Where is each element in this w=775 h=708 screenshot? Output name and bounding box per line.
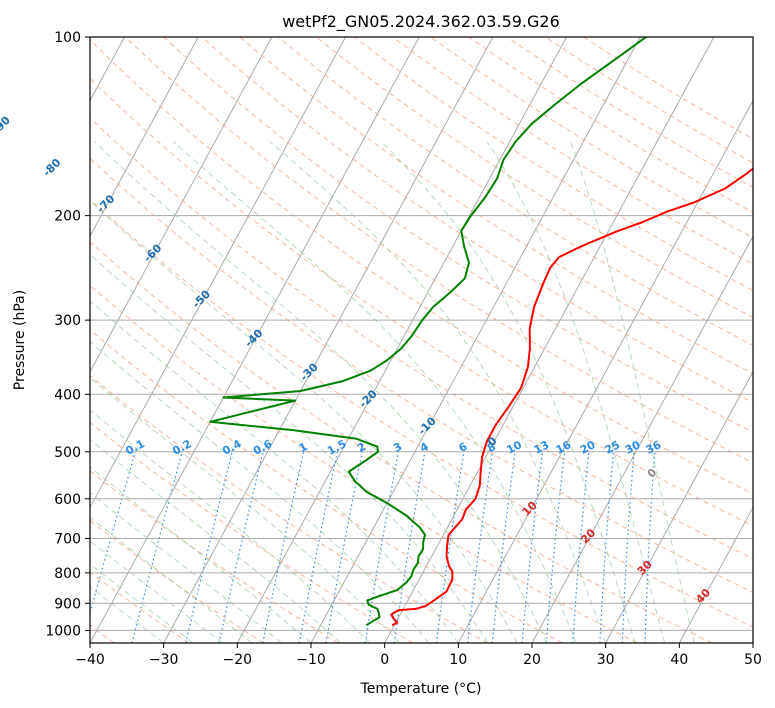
mixing-ratio-line: [599, 451, 615, 643]
mixing-ratio-label: 36: [644, 438, 664, 457]
x-tick-label: −10: [296, 652, 326, 668]
mixing-ratio-line: [298, 451, 338, 643]
mixing-ratio-line: [491, 451, 516, 643]
y-axis-ticks: 100 200 300 400 500 600 700 800 900 1000: [45, 30, 90, 639]
x-tick-label: 40: [670, 652, 688, 668]
y-tick-label: 400: [54, 387, 81, 403]
isotherm-line: [678, 506, 753, 643]
mixing-ratio-line: [435, 451, 465, 643]
mixing-ratio-line: [466, 451, 493, 643]
y-tick-label: 700: [54, 532, 81, 548]
y-tick-label: 1000: [45, 623, 81, 639]
isotherm-line: [310, 37, 641, 643]
isotherm-line: [90, 37, 199, 238]
dry-adiabat-line: [125, 37, 753, 464]
x-tick-label: 20: [523, 652, 541, 668]
dry-adiabat-line: [201, 37, 753, 404]
isotherm-line: [90, 37, 346, 509]
dry-adiabat-line: [90, 117, 753, 560]
isotherm-line: [531, 235, 753, 643]
y-tick-label: 900: [54, 596, 81, 612]
mixing-ratio-line: [572, 451, 590, 643]
plot-frame: [89, 36, 754, 644]
y-axis-label: Pressure (hPa): [12, 290, 28, 390]
mixing-ratio-label: 10: [504, 438, 524, 457]
dry-adiabat-line: [90, 374, 488, 643]
mixing-ratio-line: [90, 451, 136, 616]
mixing-ratio-line: [393, 451, 426, 643]
dry-adiabat-line: [90, 77, 753, 527]
mixing-ratio-line: [364, 451, 399, 643]
x-axis-ticks: −40 −30 −20 −10 0 10 20 30 40 50: [75, 643, 762, 668]
mixing-ratio-label: 13: [532, 438, 552, 457]
pressure-gridlines: [90, 36, 753, 631]
profile-line: [209, 37, 647, 627]
x-tick-label: 10: [449, 652, 467, 668]
y-tick-label: 300: [54, 313, 81, 329]
x-axis-label: Temperature (°C): [360, 681, 482, 697]
isotherm-line: [605, 370, 753, 643]
dry-adiabat-line: [354, 37, 753, 292]
y-tick-label: 600: [54, 492, 81, 508]
mixing-ratio-line: [644, 451, 656, 643]
y-tick-label: 800: [54, 566, 81, 582]
chart-title: wetPf2_GN05.2024.362.03.59.G26: [282, 12, 560, 32]
x-tick-label: 50: [744, 652, 762, 668]
x-tick-label: 0: [380, 652, 389, 668]
mixing-ratio-label: 16: [554, 438, 574, 457]
x-tick-label: 30: [597, 652, 615, 668]
isotherm-line: [90, 37, 273, 373]
dry-adiabat-line: [90, 198, 753, 628]
y-tick-label: 100: [54, 30, 81, 46]
isotherm-line: [457, 99, 753, 643]
isotherm-line: [163, 37, 494, 643]
dry-adiabat-line: [90, 519, 264, 643]
mixing-ratio-line: [621, 451, 635, 643]
isotherm-line: [236, 37, 567, 643]
dry-adiabat-line: [90, 241, 712, 643]
x-tick-label: −20: [223, 652, 253, 668]
isotherm-line: [90, 37, 420, 643]
y-tick-label: 500: [54, 445, 81, 461]
mixing-ratio-label: 25: [603, 438, 623, 457]
mixing-ratio-label: 20: [578, 438, 598, 457]
dry-adiabat-line: [90, 421, 414, 643]
mixing-ratio-label: 30: [623, 438, 643, 457]
dry-adiabat-line: [90, 157, 753, 594]
x-tick-label: −30: [149, 652, 179, 668]
dry-adiabat-line: [90, 38, 753, 495]
x-tick-label: −40: [75, 652, 105, 668]
dry-adiabat-line: [90, 571, 190, 643]
mixing-ratio-line: [325, 451, 363, 643]
dry-adiabat-line: [277, 37, 753, 346]
mixing-ratio-line: [521, 451, 544, 643]
y-tick-label: 200: [54, 209, 81, 225]
mixing-ratio-line: [545, 451, 566, 643]
isotherm-line: [384, 37, 715, 643]
